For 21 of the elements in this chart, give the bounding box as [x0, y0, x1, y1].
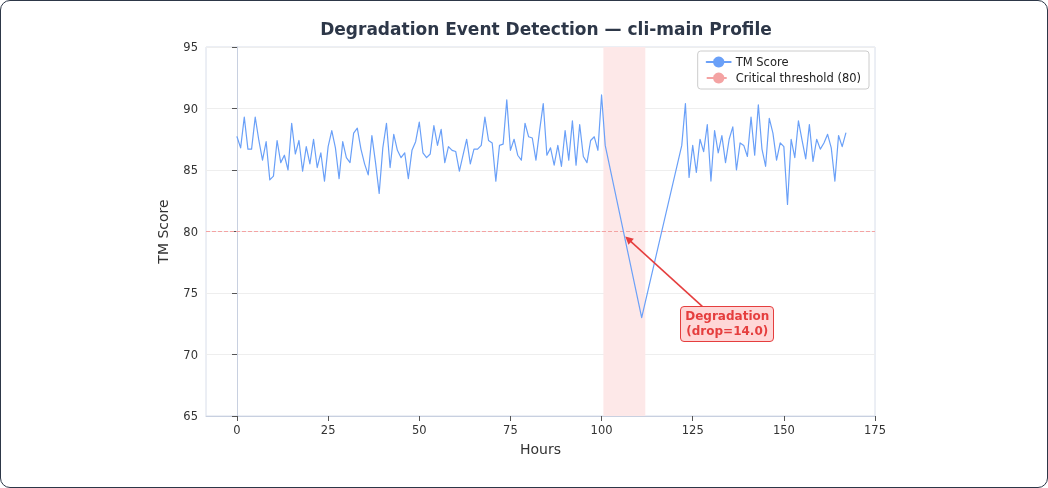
x-axis-title: Hours	[519, 441, 562, 457]
y-axis-title: TM Score	[155, 199, 171, 265]
y-tick-label: 65	[183, 409, 198, 423]
y-tick-label: 70	[183, 347, 198, 362]
y-tick-label: 75	[183, 286, 198, 300]
x-tick-label: 75	[503, 423, 518, 437]
y-tick-label: 85	[183, 163, 198, 177]
legend-label: TM Score	[734, 55, 789, 69]
y-tick-label: 90	[183, 101, 198, 116]
annotation: Degradation (drop=14.0)	[680, 306, 775, 343]
x-tick-label: 0	[233, 423, 241, 437]
y-tick-label: 80	[183, 224, 198, 239]
y-tick-label: 95	[183, 40, 198, 54]
legend-label: Critical threshold (80)	[735, 71, 862, 85]
x-tick-label: 175	[864, 423, 886, 437]
x-tick-label: 125	[681, 423, 704, 437]
chart-title: Degradation Event Detection — cli-main Profile	[320, 18, 772, 39]
x-tick-label: 25	[320, 423, 336, 437]
x-tick-label: 150	[772, 423, 795, 437]
x-tick-label: 100	[590, 423, 613, 437]
x-tick-label: 50	[411, 423, 427, 437]
